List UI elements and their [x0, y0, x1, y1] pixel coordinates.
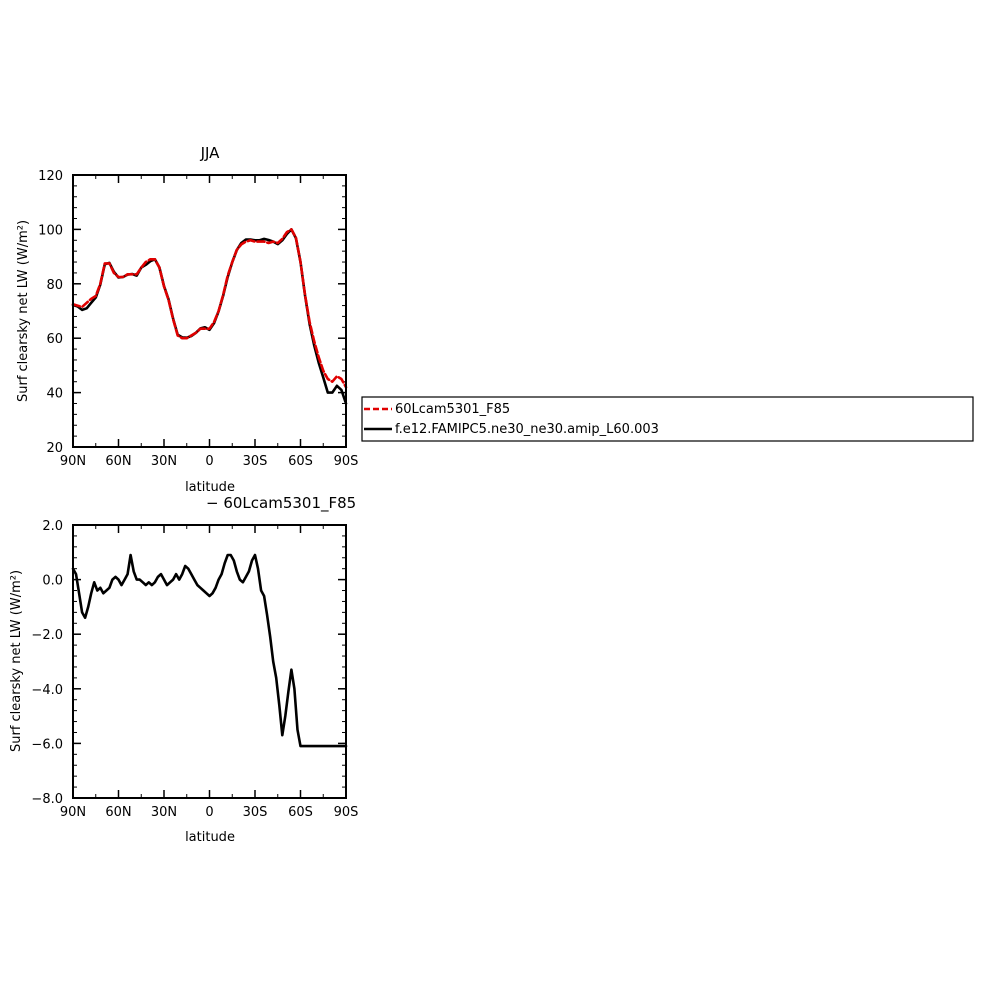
y-tick-label: −6.0	[31, 737, 63, 752]
series-line-1	[71, 228, 348, 389]
x-tick-label: 90N	[60, 805, 86, 820]
y-tick-label: −2.0	[31, 628, 63, 643]
y-tick-label: 60	[46, 332, 63, 347]
y-tick-label: 20	[46, 441, 63, 456]
top-panel-frame	[72, 174, 347, 448]
top-panel: JJA 90N 60N 30N 0 30S 60S 90S 20 40 60 80 100 120 la…	[16, 144, 358, 495]
bottom-panel-frame	[72, 524, 347, 799]
x-tick-label: 60S	[288, 805, 313, 820]
x-tick-label: 90S	[334, 805, 359, 820]
top-panel-title: JJA	[200, 144, 221, 162]
legend-box	[361, 396, 974, 442]
x-tick-label: 90N	[60, 454, 86, 469]
x-tick-label: 30N	[151, 454, 177, 469]
y-tick-label: −8.0	[31, 792, 63, 807]
y-tick-label: 120	[38, 169, 63, 184]
y-tick-label: 2.0	[42, 519, 63, 534]
x-tick-label: 30N	[151, 805, 177, 820]
y-tick-label: −4.0	[31, 683, 63, 698]
series-line-1	[71, 553, 348, 748]
bottom-panel: − 60Lcam5301_F85 90N 60N 30N 0 30S 60S 90S 2.0 0…	[9, 494, 358, 845]
x-tick-label: 0	[205, 454, 213, 469]
top-panel-xlabel: latitude	[185, 480, 235, 495]
x-tick-label: 60N	[105, 805, 131, 820]
x-tick-label: 30S	[243, 805, 268, 820]
x-tick-label: 0	[205, 805, 213, 820]
y-tick-label: 100	[38, 223, 63, 238]
legend: 60Lcam5301_F85 f.e12.FAMIPC5.ne30_ne30.a…	[361, 396, 974, 442]
bottom-panel-ylabel: Surf clearsky net LW (W/m²)	[9, 570, 24, 752]
bottom-panel-xlabel: latitude	[185, 830, 235, 845]
y-tick-label: 40	[46, 387, 63, 402]
x-tick-label: 60S	[288, 454, 313, 469]
y-tick-label: 0.0	[42, 574, 63, 589]
y-tick-label: 80	[46, 278, 63, 293]
series-line-2	[71, 228, 348, 405]
bottom-panel-title: − 60Lcam5301_F85	[206, 494, 356, 513]
legend-label-series-1: 60Lcam5301_F85	[395, 402, 510, 417]
top-panel-ylabel: Surf clearsky net LW (W/m²)	[16, 220, 31, 402]
legend-label-series-2: f.e12.FAMIPC5.ne30_ne30.amip_L60.003	[395, 422, 659, 437]
x-tick-label: 60N	[105, 454, 131, 469]
x-tick-label: 90S	[334, 454, 359, 469]
x-tick-label: 30S	[243, 454, 268, 469]
